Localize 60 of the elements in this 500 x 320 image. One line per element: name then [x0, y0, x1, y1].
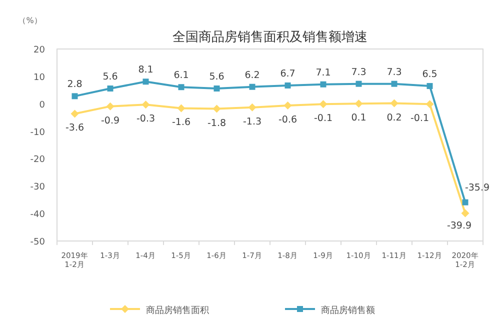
y-tick-label: -40	[30, 210, 46, 220]
point	[390, 99, 398, 108]
data-label: 8.1	[138, 64, 154, 76]
point	[106, 102, 114, 110]
data-label: -1.6	[172, 117, 191, 128]
point	[212, 104, 221, 113]
point	[248, 103, 256, 112]
data-label: -39.9	[446, 220, 472, 232]
data-label: 7.3	[351, 66, 366, 78]
point	[320, 81, 326, 88]
data-label: -0.9	[100, 115, 120, 126]
data-label: -0.3	[136, 114, 156, 125]
data-label: 0.2	[386, 112, 402, 124]
point	[426, 83, 433, 90]
y-tick-label: 10	[34, 72, 46, 83]
y-tick-label: 0	[39, 100, 46, 110]
y-tick-label: 20	[34, 46, 46, 56]
point	[178, 84, 184, 90]
point	[356, 80, 362, 87]
point	[284, 102, 292, 110]
point	[177, 104, 186, 112]
point	[142, 100, 150, 109]
point	[462, 199, 468, 206]
data-label: -0.6	[278, 114, 298, 126]
data-label: -35.9	[464, 182, 490, 194]
point	[426, 100, 434, 108]
y-axis-title: （%）	[18, 16, 42, 25]
data-label: 6.2	[244, 70, 260, 81]
y-tick-label: -50	[30, 238, 46, 248]
point	[461, 209, 470, 218]
point	[142, 78, 149, 85]
data-label: 5.6	[209, 71, 224, 82]
point	[214, 85, 220, 92]
data-label: 2.8	[67, 79, 82, 90]
data-label: -3.6	[65, 122, 84, 134]
data-label: -0.1	[314, 113, 333, 124]
y-tick-label: -20	[30, 155, 46, 166]
data-label: 6.7	[280, 68, 296, 80]
data-label: -1.3	[242, 116, 262, 128]
y-tick-label: -30	[30, 182, 46, 193]
data-label: 6.5	[422, 69, 438, 80]
point	[391, 80, 398, 87]
point	[72, 93, 78, 100]
point	[319, 100, 328, 108]
point	[107, 85, 114, 92]
chart-title: 全国商品房销售面积及销售额增速	[172, 29, 368, 45]
data-label: 7.3	[386, 66, 402, 78]
data-label: 7.1	[316, 67, 331, 78]
legend-label: 商品房销售面积	[146, 305, 209, 316]
point	[249, 84, 256, 90]
data-label: 0.1	[351, 112, 366, 124]
data-label: 6.1	[174, 70, 189, 82]
data-label: -1.8	[207, 118, 226, 129]
y-tick-label: -10	[30, 128, 46, 138]
point	[354, 100, 363, 108]
data-label: 5.6	[102, 71, 118, 82]
legend-label: 商品房销售额	[321, 305, 375, 316]
point	[70, 110, 79, 118]
point	[284, 82, 291, 88]
data-label: -0.1	[410, 113, 430, 124]
